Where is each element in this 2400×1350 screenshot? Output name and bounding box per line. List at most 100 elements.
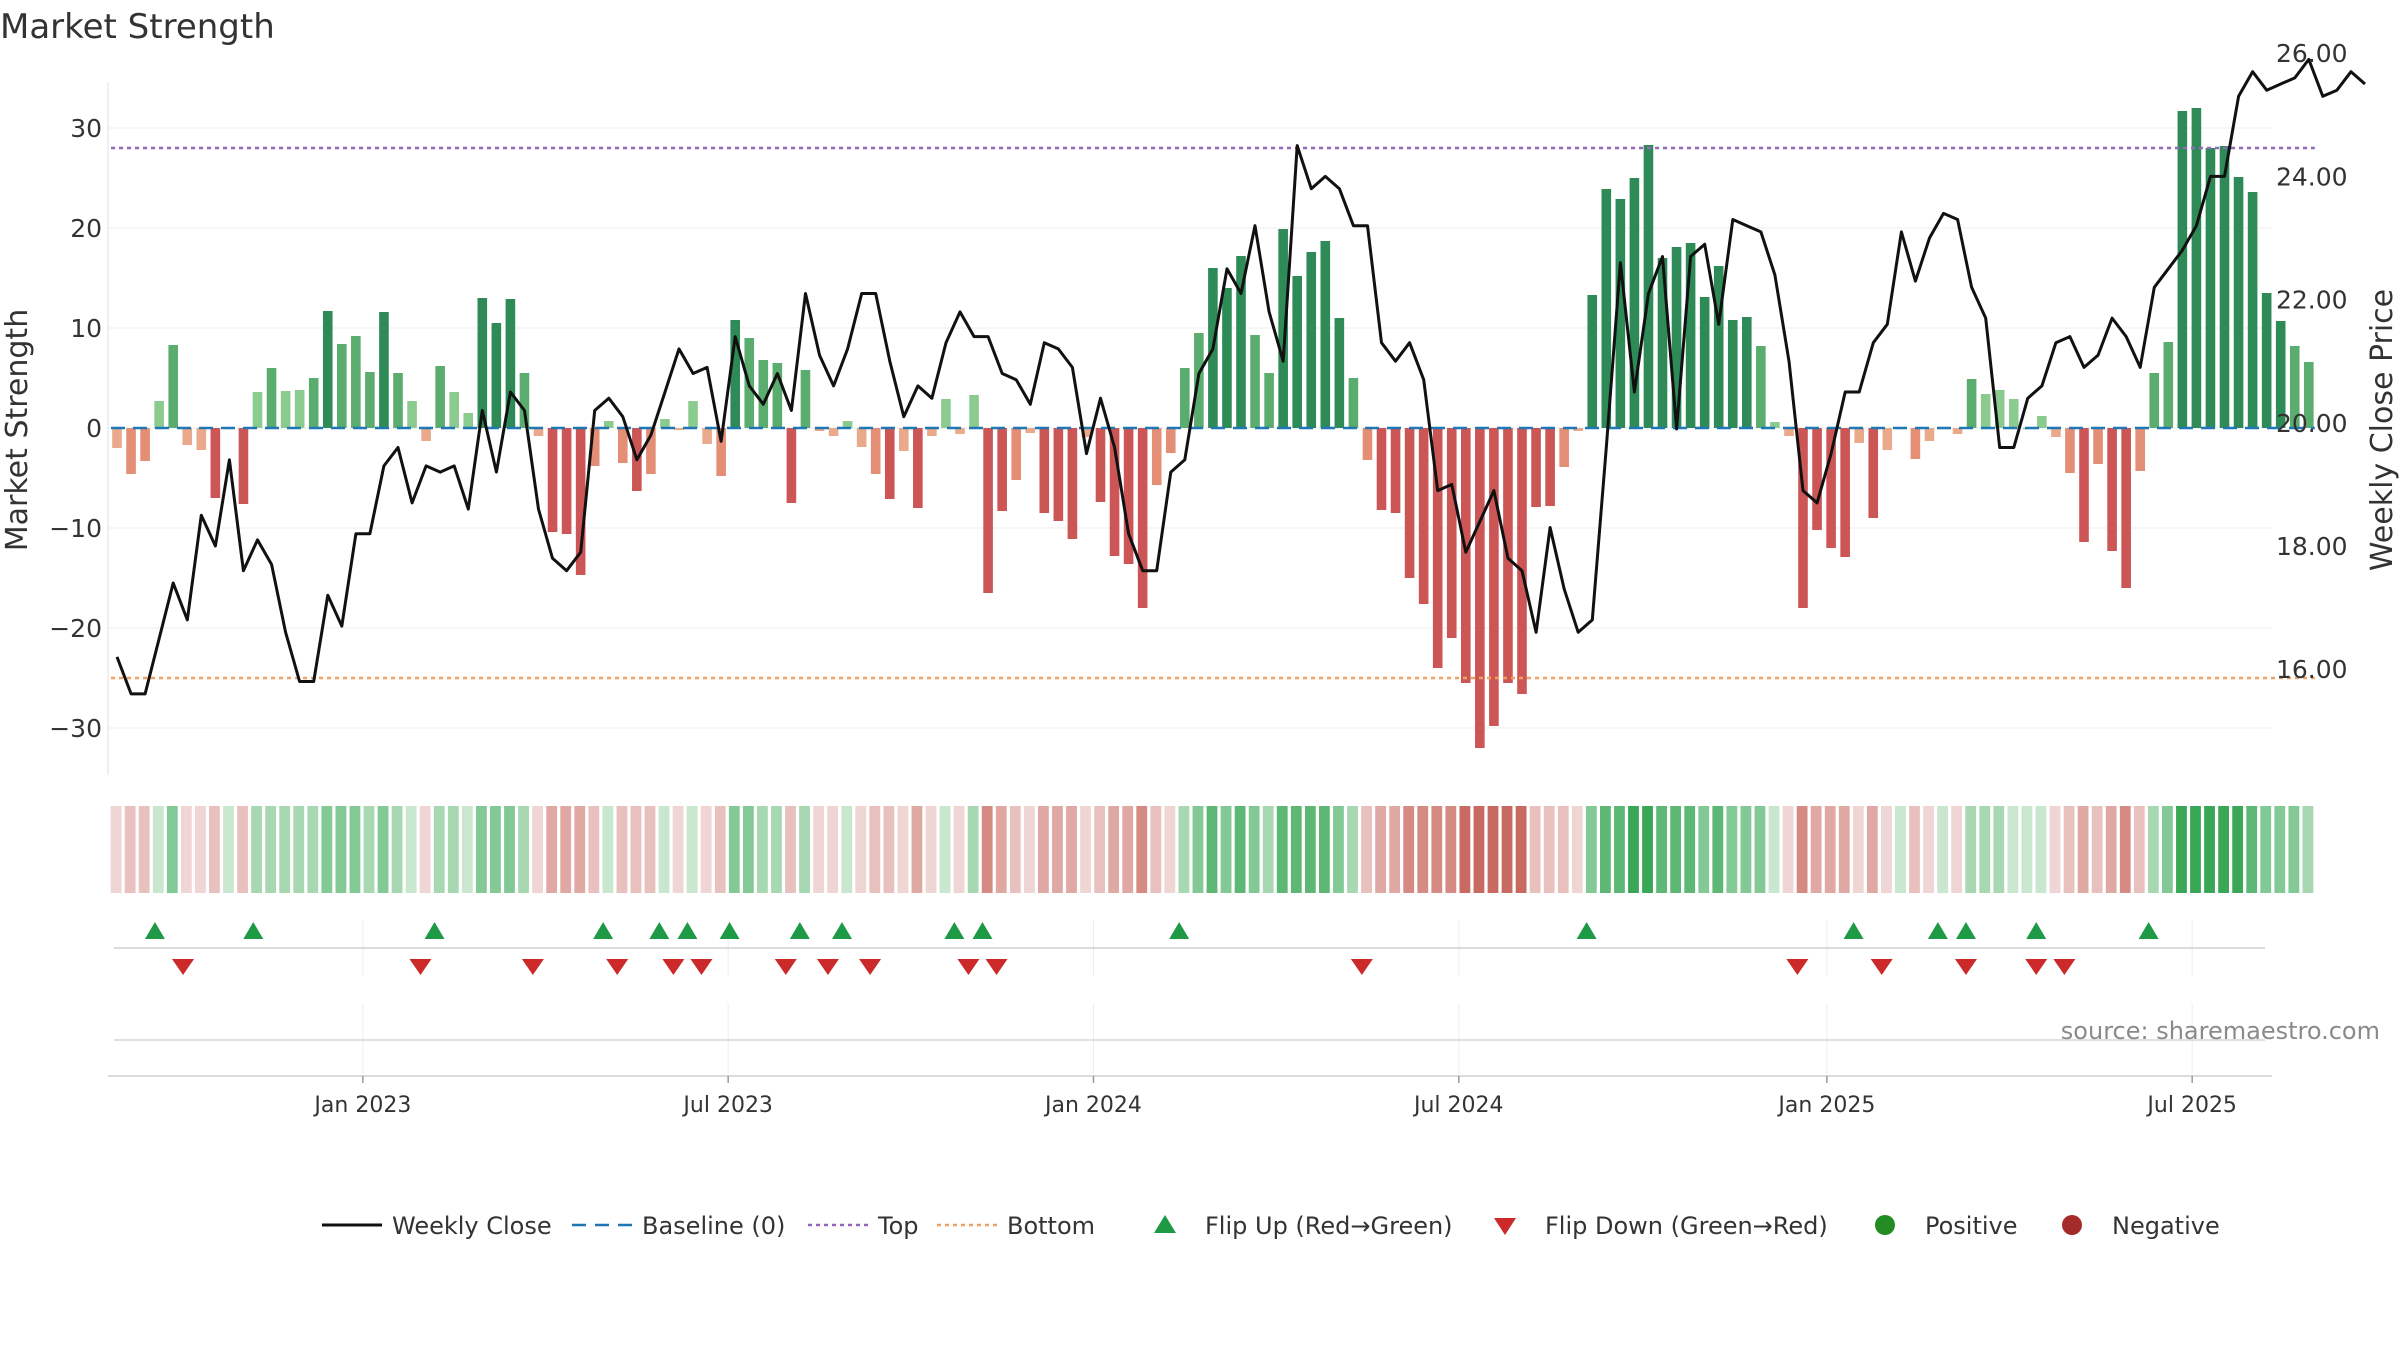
flip-down-marker: [1954, 959, 1977, 975]
strength-bar-98: [1489, 428, 1499, 726]
legend-label: Negative: [2112, 1212, 2220, 1240]
strip-cell-75: [1164, 806, 1176, 893]
legend-label: Bottom: [1007, 1212, 1095, 1240]
y-tick-label: −30: [49, 714, 102, 743]
flip-down-marker: [1870, 959, 1893, 975]
flip-down-marker: [774, 959, 797, 975]
strip-cell-64: [1009, 806, 1021, 893]
strip-cell-51: [827, 806, 839, 893]
strip-cell-152: [2246, 806, 2258, 893]
strength-bar-83: [1278, 229, 1288, 428]
strength-bar-18: [365, 372, 375, 428]
strength-bar-2: [140, 428, 150, 461]
strength-bar-35: [603, 421, 614, 428]
strength-bar-72: [1123, 428, 1134, 564]
strip-cell-90: [1375, 806, 1386, 893]
flip-up-marker: [831, 922, 852, 939]
strength-bar-138: [2051, 428, 2061, 437]
strip-cell-104: [1571, 806, 1583, 893]
strength-bar-69: [1081, 428, 1092, 437]
strip-cell-7: [209, 806, 220, 893]
strength-bar-124: [1854, 428, 1864, 443]
strip-cell-44: [728, 806, 740, 893]
strength-bar-109: [1643, 145, 1654, 428]
y2-tick-label: 24.00: [2276, 162, 2348, 191]
strip-cell-133: [1979, 806, 1991, 893]
strip-cell-56: [897, 806, 909, 893]
strip-cell-118: [1768, 806, 1780, 893]
y2-tick-label: 22.00: [2276, 286, 2348, 315]
strength-bar-54: [870, 428, 881, 474]
flip-up-marker: [719, 922, 740, 939]
strength-bar-102: [1545, 428, 1555, 506]
strip-cell-55: [883, 806, 895, 893]
strength-bar-114: [1713, 266, 1724, 428]
flip-panel: [114, 921, 2265, 975]
strength-bar-145: [2149, 373, 2160, 428]
strip-cell-37: [630, 806, 642, 893]
strength-bar-106: [1601, 189, 1612, 428]
strip-cell-136: [2021, 806, 2033, 893]
flip-up-marker: [1843, 922, 1864, 939]
strength-bar-142: [2107, 428, 2117, 551]
legend-item-3: Bottom: [937, 1212, 1095, 1240]
strip-cell-153: [2260, 806, 2272, 893]
strip-cell-117: [1754, 806, 1766, 893]
strength-bar-85: [1306, 252, 1317, 428]
strength-bar-67: [1053, 428, 1064, 521]
legend-label: Baseline (0): [642, 1212, 785, 1240]
strip-cell-23: [433, 806, 445, 893]
strip-cell-54: [869, 806, 881, 893]
strip-cell-147: [2176, 806, 2187, 893]
strength-bar-28: [505, 299, 516, 428]
strip-cell-0: [110, 806, 122, 893]
strength-bar-43: [716, 428, 726, 476]
strength-bar-38: [646, 428, 656, 474]
strip-cell-6: [195, 806, 206, 893]
strength-bar-137: [2037, 416, 2047, 428]
strength-bar-89: [1362, 428, 1373, 460]
strip-cell-112: [1684, 806, 1696, 893]
strip-cell-150: [2218, 806, 2229, 893]
strength-bar-39: [660, 419, 670, 428]
strength-bar-0: [112, 428, 122, 448]
strength-bar-20: [393, 373, 403, 428]
legend-label: Flip Up (Red→Green): [1205, 1212, 1453, 1240]
weekly-close-path: [115, 57, 2366, 696]
weekly-close-line: [115, 57, 2366, 696]
strip-cell-20: [391, 806, 403, 893]
strip-cell-71: [1108, 806, 1120, 893]
flip-down-marker: [2025, 959, 2048, 975]
strength-bar-46: [758, 360, 769, 428]
strength-bar-36: [618, 428, 628, 463]
flip-down-marker: [1350, 959, 1373, 975]
legend: Weekly Close Baseline (0) Top Bottom Flip Up…: [322, 1212, 2220, 1240]
strip-cell-63: [995, 806, 1007, 893]
strip-cell-58: [925, 806, 937, 893]
strength-bar-50: [814, 428, 825, 431]
strip-cell-135: [2007, 806, 2019, 893]
strength-bar-88: [1348, 378, 1359, 428]
strength-bar-29: [519, 373, 530, 428]
strength-bar-60: [955, 428, 965, 434]
flip-down-marker: [409, 959, 432, 975]
y-tick-label: −20: [49, 614, 102, 643]
strip-cell-67: [1052, 806, 1063, 893]
strength-bar-135: [2008, 399, 2019, 428]
strip-cell-156: [2302, 806, 2314, 893]
strength-bar-3: [154, 401, 164, 428]
strip-cell-10: [251, 806, 262, 893]
strength-bar-23: [435, 366, 445, 428]
strip-cell-143: [2119, 806, 2131, 893]
strip-cell-40: [672, 806, 684, 893]
strip-cell-145: [2147, 806, 2159, 893]
strip-cell-43: [714, 806, 726, 893]
y-tick-label: 30: [70, 114, 102, 143]
legend-swatch: [1154, 1215, 1176, 1233]
strength-bar-6: [196, 428, 207, 450]
strength-bar-31: [547, 428, 558, 532]
strip-cell-131: [1951, 806, 1963, 893]
strip-cell-101: [1529, 806, 1541, 893]
strength-bar-119: [1784, 428, 1794, 436]
strength-bar-112: [1685, 243, 1696, 428]
